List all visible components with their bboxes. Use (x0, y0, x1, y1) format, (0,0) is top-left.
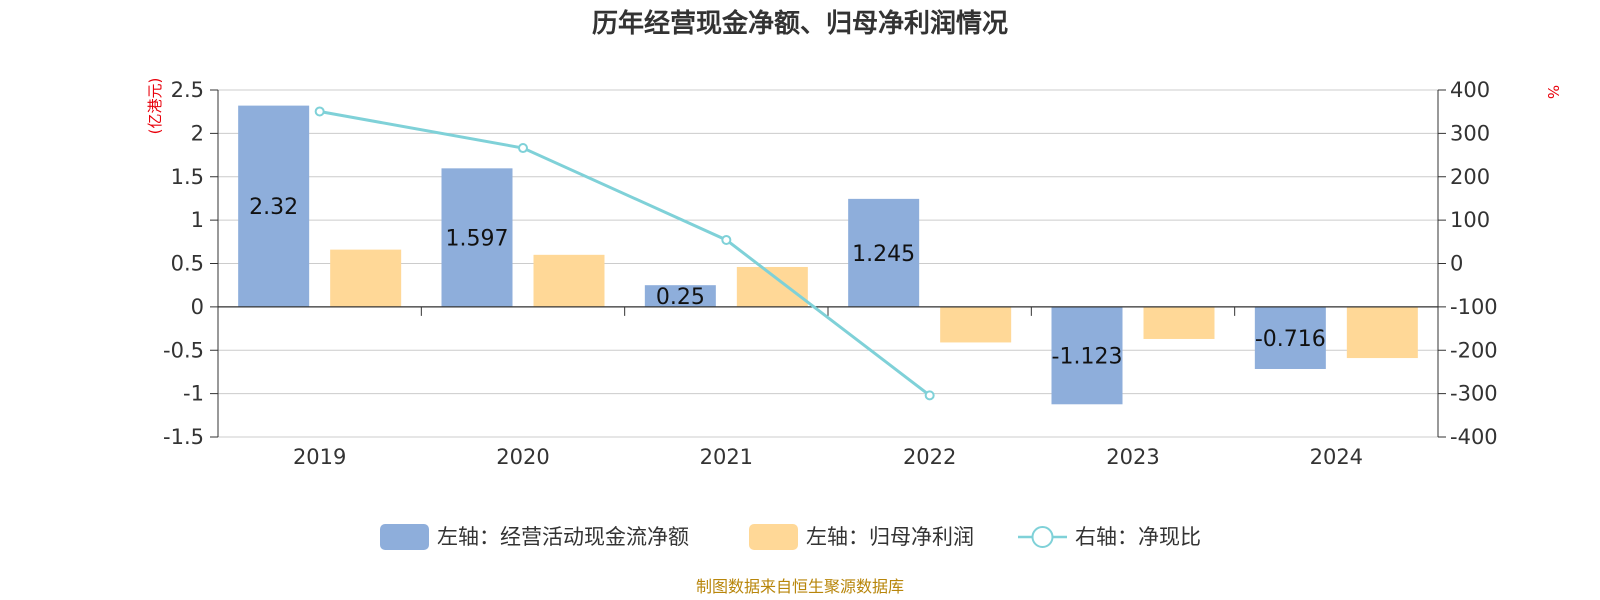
right-tick-label: -200 (1450, 338, 1498, 362)
ratio-line-path (319, 109, 931, 397)
x-tick-label: 2024 (1310, 445, 1363, 469)
cash-flow-value-label: 0.25 (656, 285, 705, 310)
legend-label: 左轴：归母净利润 (806, 525, 974, 549)
right-tick-label: -400 (1450, 425, 1498, 449)
left-tick-label: 0 (191, 295, 204, 319)
legend-line-marker (1031, 526, 1054, 548)
left-tick-label: -0.5 (163, 338, 204, 362)
cash-flow-bar (848, 198, 920, 307)
right-tick-label: -300 (1450, 382, 1498, 406)
net-profit-bar (1346, 306, 1418, 359)
net-profit-bar (940, 306, 1012, 343)
right-tick-label: 200 (1450, 165, 1490, 189)
net-profit-bar (330, 249, 402, 307)
ratio-point (314, 106, 325, 117)
x-tick-label: 2022 (903, 445, 956, 469)
cash-flow-bar (1254, 306, 1326, 369)
right-tick-label: 300 (1450, 121, 1490, 145)
left-tick-label: 2 (191, 121, 204, 145)
x-tick-label: 2023 (1106, 445, 1159, 469)
cash-flow-bar (238, 105, 310, 307)
cash-flow-value-label: 1.597 (446, 227, 509, 252)
x-tick-label: 2020 (496, 445, 549, 469)
cash-flow-bar (441, 168, 513, 307)
net-profit-bar (533, 254, 605, 307)
legend: 左轴：经营活动现金流净额 左轴：归母净利润 右轴：净现比 (380, 524, 1201, 550)
ratio-point (518, 143, 528, 154)
chart-title: 历年经营现金净额、归母净利润情况 (592, 8, 1008, 39)
ratio-line (314, 106, 935, 401)
cash-flow-value-label: -1.123 (1052, 345, 1123, 370)
left-axis-unit: (亿港元) (146, 78, 164, 135)
right-tick-label: 0 (1450, 252, 1463, 276)
source-note: 制图数据来自恒生聚源数据库 (696, 577, 904, 596)
left-tick-label: 1 (191, 208, 204, 232)
axes: 2.5 400 2 300 1.5 200 1 100 0.5 0 0 -100 -0.5 -200 -1 -… (163, 78, 1498, 469)
cash-flow-bar (1051, 306, 1123, 405)
cash-flow-value-label: 1.245 (852, 242, 915, 267)
right-tick-label: 400 (1450, 78, 1490, 102)
left-tick-label: -1.5 (163, 425, 204, 449)
cash-flow-bar (644, 285, 716, 307)
x-tick-label: 2021 (700, 445, 753, 469)
left-tick-label: 2.5 (171, 78, 204, 102)
left-tick-label: 0.5 (171, 252, 204, 276)
cash-flow-value-label: -0.716 (1255, 327, 1326, 352)
legend-swatch (749, 524, 798, 550)
legend-swatch (380, 524, 429, 550)
ratio-point (924, 390, 935, 401)
net-profit-bar (1143, 306, 1215, 339)
right-tick-label: 100 (1450, 208, 1490, 232)
data-labels: 2.32 1.597 0.25 1.245 -1.123 -0.716 (249, 195, 1326, 369)
cash-flow-value-label: 2.32 (249, 195, 298, 220)
legend-label: 右轴：净现比 (1075, 525, 1201, 549)
x-tick-label: 2019 (293, 445, 346, 469)
bars (238, 105, 1418, 405)
left-tick-label: 1.5 (171, 165, 204, 189)
net-profit-bar (736, 266, 808, 307)
right-tick-label: -100 (1450, 295, 1498, 319)
legend-label: 左轴：经营活动现金流净额 (437, 525, 689, 549)
ratio-point (721, 234, 732, 245)
left-tick-label: -1 (183, 382, 204, 406)
right-axis-unit: % (1544, 85, 1562, 99)
